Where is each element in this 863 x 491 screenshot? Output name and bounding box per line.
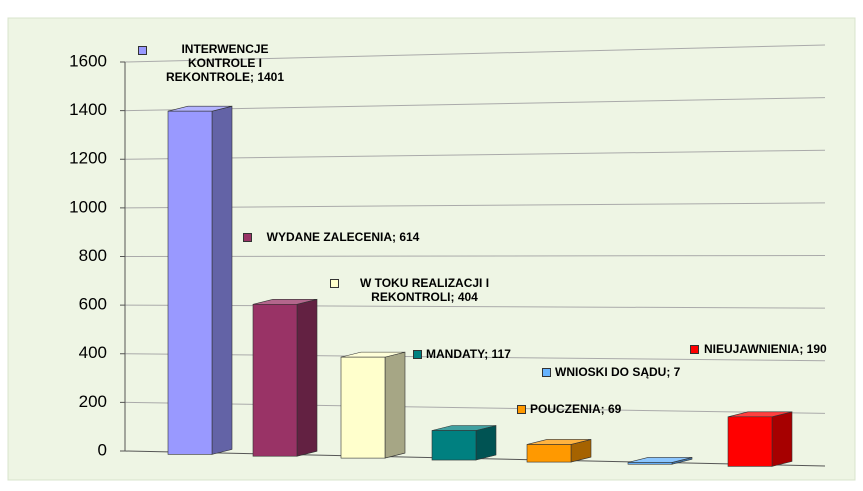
y-tick-label: 600 — [79, 295, 107, 314]
legend-key — [690, 345, 699, 354]
grid-line — [124, 255, 826, 257]
data-label: WNIOSKI DO SĄDU; 7 — [555, 365, 681, 379]
data-label: POUCZENIA; 69 — [530, 402, 622, 416]
data-label: NIEUJAWNIENIA; 190 — [704, 342, 827, 356]
bar — [526, 444, 572, 463]
data-label: WYDANE ZALECENIA; 614 — [266, 230, 420, 244]
legend-key — [138, 46, 147, 55]
y-tick-label: 200 — [79, 392, 107, 411]
y-tick-label: 1200 — [69, 149, 107, 168]
bar-side — [296, 298, 318, 457]
grid-line — [124, 97, 826, 112]
legend-key — [413, 350, 422, 359]
bar-side — [384, 351, 406, 459]
legend-key — [330, 279, 339, 288]
y-tick-label: 800 — [79, 246, 107, 265]
bar — [727, 416, 773, 467]
data-label: INTERWENCJE KONTROLE I REKONTROLE; 1401 — [165, 42, 285, 84]
bar — [431, 430, 477, 461]
bar-side — [475, 425, 497, 461]
bar — [627, 462, 673, 465]
y-tick-label: 0 — [98, 440, 107, 459]
grid-line — [124, 401, 826, 414]
legend-key — [243, 233, 252, 242]
y-tick-label: 1600 — [69, 51, 107, 70]
bar — [340, 356, 386, 459]
plot-background — [7, 17, 856, 481]
y-tick-label: 1000 — [69, 197, 107, 216]
grid-line — [124, 202, 826, 209]
grid-line — [124, 149, 826, 160]
bar-side — [771, 411, 793, 467]
legend-key — [517, 405, 526, 414]
legend-key — [542, 368, 551, 377]
grid-line — [124, 353, 826, 362]
grid-line — [124, 44, 826, 63]
bar — [167, 110, 213, 455]
bar-side — [211, 105, 233, 455]
bar — [252, 304, 298, 457]
y-tick-label: 400 — [79, 343, 107, 362]
grid-line — [124, 304, 826, 309]
data-label: MANDATY; 117 — [426, 347, 511, 361]
data-label: W TOKU REALIZACJI I REKONTROLI; 404 — [359, 276, 490, 304]
y-tick-label: 1400 — [69, 100, 107, 119]
